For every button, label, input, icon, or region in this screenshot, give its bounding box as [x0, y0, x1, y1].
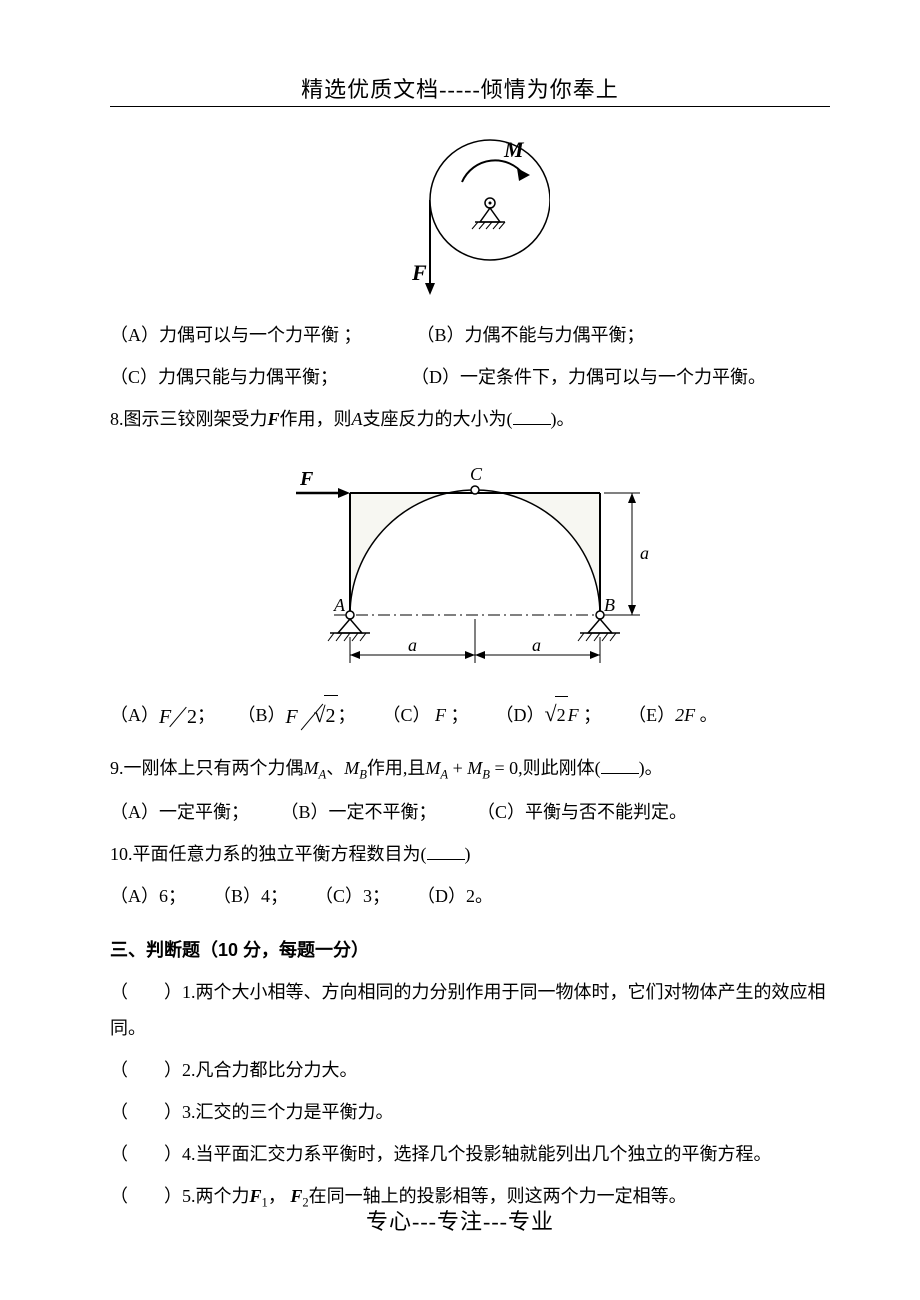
q9-end: )。 [639, 758, 663, 778]
q8-sep3: ； [451, 705, 469, 725]
q9-plus: + [448, 758, 467, 778]
q7-option-D: （D）一定条件下，力偶可以与一个力平衡。 [411, 367, 766, 387]
tf5-suffix: 在同一轴上的投影相等，则这两个力一定相等。 [309, 1186, 687, 1206]
q9-stem: 9.一刚体上只有两个力偶MA、MB作用,且MA + MB = 0,则此刚体()。 [110, 750, 830, 788]
q9-optA: （A）一定平衡； [110, 802, 249, 822]
q9-mid1: 作用,且 [367, 758, 426, 778]
tf5-prefix: （ ）5.两个力 [110, 1186, 250, 1206]
page-header: 精选优质文档-----倾情为你奉上 [0, 0, 920, 106]
q8-optB-num: F [286, 697, 298, 737]
q8-tail: 。 [695, 705, 718, 725]
figure-frame: F C A B [110, 455, 830, 680]
q8-sep4: ； [583, 705, 601, 725]
q10-optD: （D）2。 [417, 886, 493, 906]
q8-optB-prefix: （B） [238, 705, 286, 725]
q9-optC: （C）平衡与否不能判定。 [477, 802, 687, 822]
q8-stem-suffix: 支座反力的大小为( [363, 409, 513, 429]
q8-stem-prefix: 8.图示三铰刚架受力 [110, 409, 268, 429]
q8-sep2: ； [338, 705, 356, 725]
q8-optC-prefix: （C） [383, 705, 431, 725]
q9-eqMAsub: A [440, 768, 448, 782]
figure-pulley: F M [110, 125, 830, 305]
page-footer: 专心---专注---专业 [0, 1204, 920, 1236]
q8-stem: 8.图示三铰刚架受力F作用，则A支座反力的大小为( )。 [110, 401, 830, 437]
label-F: F [411, 260, 427, 285]
q7-option-A: （A）力偶可以与一个力平衡 ； [110, 325, 362, 345]
q7-option-C: （C）力偶只能与力偶平衡； [110, 367, 338, 387]
q8-sep1: ； [197, 705, 215, 725]
q10-stem: 10.平面任意力系的独立平衡方程数目为() [110, 836, 830, 872]
q7-option-B: （B）力偶不能与力偶平衡； [417, 325, 645, 345]
q8-optA-prefix: （A） [110, 705, 159, 725]
q9-eqMB: M [467, 758, 482, 778]
q10-suffix: ) [465, 844, 471, 864]
q8-stem-A: A [352, 409, 363, 429]
q9-eqMA: M [425, 758, 440, 778]
q8-optD-F: F [568, 705, 579, 725]
q9-rhs: = 0 [490, 758, 518, 778]
q8-optE-prefix: （E） [628, 705, 675, 725]
q9-optB: （B）一定不平衡； [281, 802, 437, 822]
q9-prefix: 9.一刚体上只有两个力偶 [110, 758, 304, 778]
q9-MB: M [344, 758, 359, 778]
header-rule [110, 106, 830, 107]
fig2-a-v: a [640, 543, 649, 563]
q9-MA: M [304, 758, 319, 778]
tf-1: （ ）1.两个大小相等、方向相同的力分别作用于同一物体时，它们对物体产生的效应相… [110, 974, 830, 1046]
q8-optD-prefix: （D） [496, 705, 545, 725]
tf-2: （ ）2.凡合力都比分力大。 [110, 1052, 830, 1088]
q8-optB-den: 2 [324, 695, 338, 736]
q10-blank [427, 842, 465, 860]
q10-optA: （A）6； [110, 886, 186, 906]
q9-comma: 、 [326, 758, 344, 778]
q8-stem-end: )。 [551, 409, 575, 429]
fig2-a1: a [408, 635, 417, 655]
q7-options-row2: （C）力偶只能与力偶平衡； （D）一定条件下，力偶可以与一个力平衡。 [110, 359, 830, 395]
tf5-comma: ， [268, 1186, 286, 1206]
q9-blank [601, 756, 639, 774]
tf5-F1: F [250, 1186, 262, 1206]
tf5-F2: F [290, 1186, 302, 1206]
q8-optA-num: F [159, 697, 171, 737]
fig2-F: F [299, 468, 314, 490]
q8-optA-frac: F2 [159, 699, 197, 735]
q10-optC: （C）3； [315, 886, 390, 906]
q8-stem-mid: 作用，则 [280, 409, 352, 429]
q8-stem-F: F [268, 409, 280, 429]
q9-options: （A）一定平衡； （B）一定不平衡； （C）平衡与否不能判定。 [110, 794, 830, 830]
q9-eqMBsub: B [482, 768, 490, 782]
q8-optC-val: F [435, 705, 446, 725]
q8-optB-frac: F√2 [286, 699, 338, 735]
tf-4: （ ）4.当平面汇交力系平衡时，选择几个投影轴就能列出几个独立的平衡方程。 [110, 1136, 830, 1172]
fig2-a2: a [532, 635, 541, 655]
fig2-B: B [604, 595, 615, 615]
q7-options-row1: （A）力偶可以与一个力平衡 ； （B）力偶不能与力偶平衡； [110, 317, 830, 353]
fig2-A: A [333, 595, 346, 615]
tf-3: （ ）3.汇交的三个力是平衡力。 [110, 1094, 830, 1130]
q10-optB: （B）4； [213, 886, 288, 906]
q8-optE-val: 2F [675, 705, 695, 725]
q10-prefix: 10.平面任意力系的独立平衡方程数目为( [110, 844, 427, 864]
q8-blank [513, 407, 551, 425]
q8-optA-den: 2 [187, 697, 197, 737]
q9-mid2: ,则此刚体( [518, 758, 601, 778]
section3-title: 三、判断题（10 分，每题一分） [110, 932, 830, 968]
label-M: M [503, 137, 525, 162]
q8-optD-sqrt: 2 [555, 696, 568, 733]
q9-MB-sub: B [359, 768, 367, 782]
q8-options: （A）F2； （B）F√2； （C） F ； （D）√2F ； （E）2F 。 [110, 692, 830, 736]
q10-options: （A）6； （B）4； （C）3； （D）2。 [110, 878, 830, 914]
fig2-C: C [470, 464, 483, 484]
